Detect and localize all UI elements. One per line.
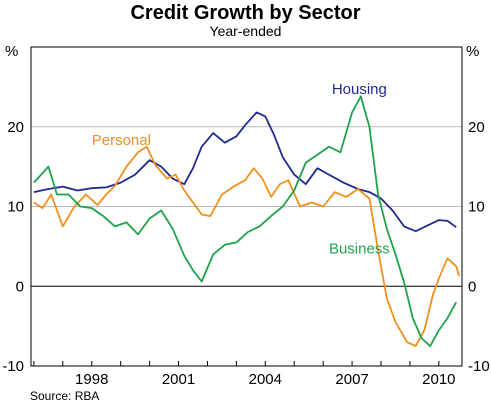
plot-frame [30,46,463,367]
series-label-personal: Personal [92,132,151,149]
source-note: Source: RBA [30,389,100,403]
x-tick-label: 2001 [162,371,195,388]
chart-subtitle: Year-ended [209,23,282,39]
series-line-personal [33,145,460,347]
y-tick-label-right: 0 [468,278,476,295]
series-label-housing: Housing [332,81,387,98]
y-axis-unit-right: % [466,43,479,60]
y-tick-label-left: -10 [2,358,24,375]
x-tick-label: 2010 [422,371,455,388]
y-tick-label-left: 20 [7,119,24,136]
x-tick-label: 2007 [335,371,368,388]
series-label-business: Business [329,241,390,258]
x-tick-label: 1998 [75,371,108,388]
y-tick-label-left: 0 [16,278,24,295]
x-tick-label: 2004 [249,371,282,388]
y-tick-label-right: 20 [468,119,485,136]
y-tick-label-left: 10 [7,199,24,216]
y-tick-label-right: -10 [468,358,490,375]
chart-title: Credit Growth by Sector [130,2,361,24]
series-line-housing [33,111,457,233]
y-tick-label-right: 10 [468,199,485,216]
series-line-business [33,95,457,347]
y-axis-unit-left: % [5,43,18,60]
